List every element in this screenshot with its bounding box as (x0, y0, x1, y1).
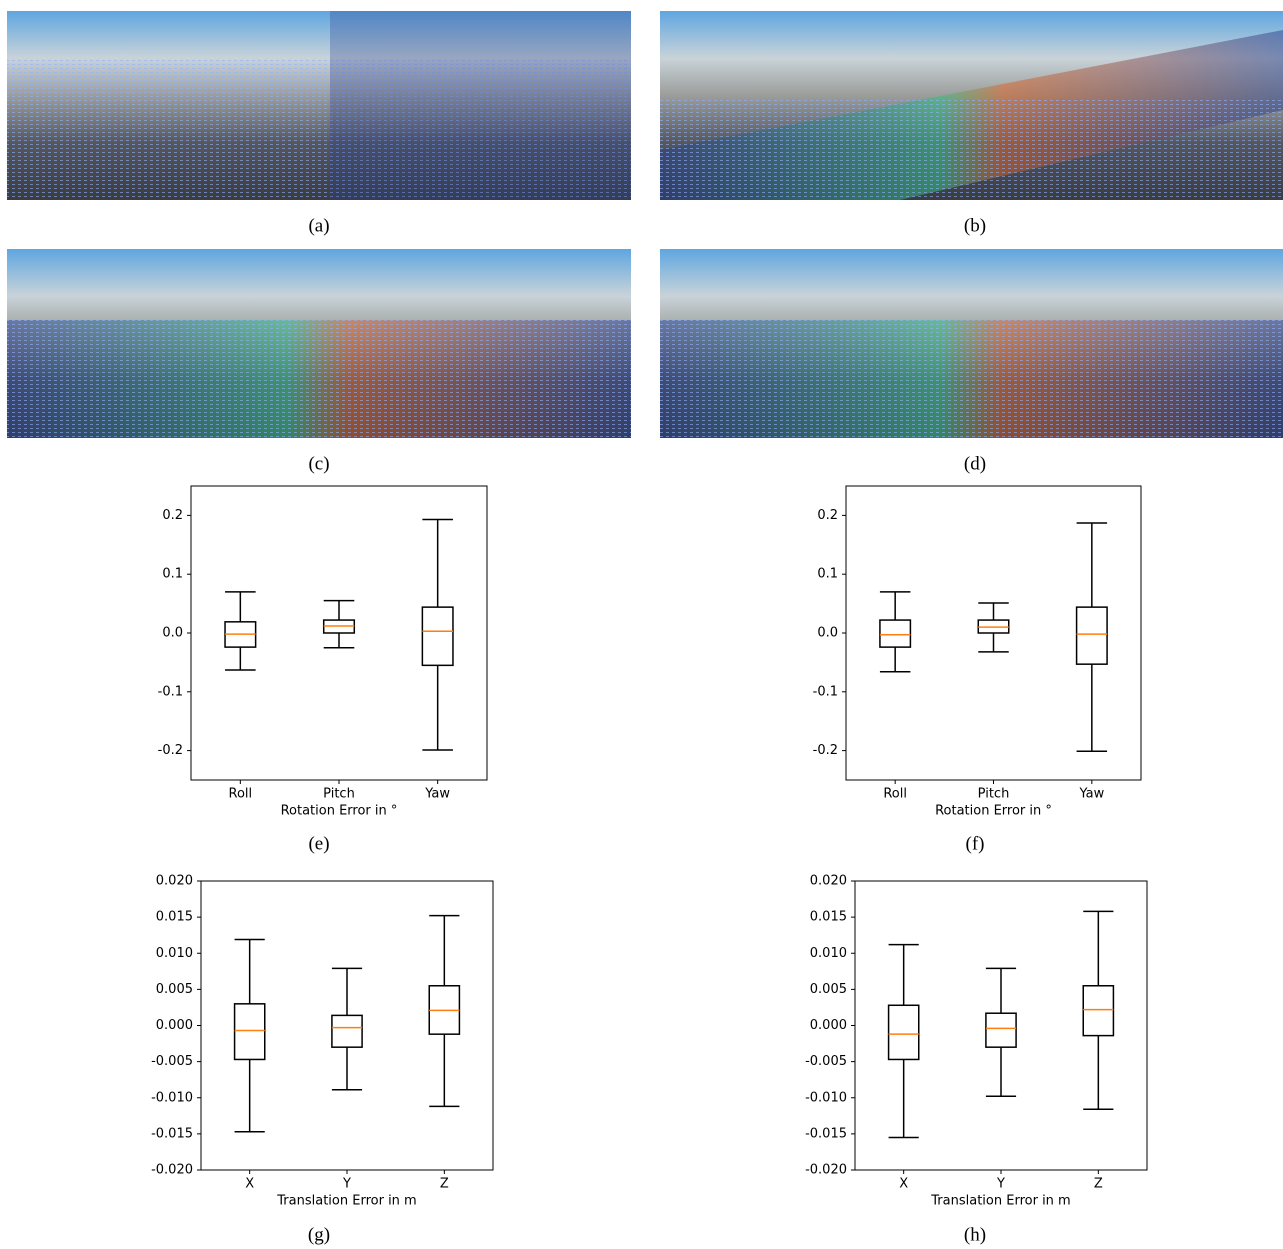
y-tick-label: 0.000 (156, 1018, 193, 1033)
y-tick-label: -0.1 (158, 684, 183, 699)
box (1082, 985, 1115, 1037)
photo-a (7, 11, 631, 200)
y-tick-label: 0.010 (156, 946, 193, 961)
x-tick-label: Roll (229, 787, 253, 802)
photo-b (660, 11, 1283, 200)
y-tick-label: -0.015 (805, 1126, 847, 1141)
y-tick-label: -0.010 (805, 1090, 847, 1105)
y-tick-label: 0.015 (810, 910, 847, 925)
plot-frame (854, 880, 1148, 1171)
y-tick-label: -0.020 (805, 1163, 847, 1178)
x-tick-label: Roll (883, 787, 907, 802)
box (331, 1014, 363, 1048)
y-tick-label: 0.020 (156, 874, 193, 889)
box (985, 1012, 1017, 1048)
box (233, 1003, 266, 1061)
y-tick-label: 0.015 (156, 910, 193, 925)
y-tick-label: 0.010 (810, 946, 847, 961)
box (887, 1004, 920, 1061)
box (1075, 606, 1108, 665)
caption: (b) (964, 215, 986, 236)
x-tick-label: Pitch (323, 787, 355, 802)
y-tick-label: -0.2 (813, 743, 838, 758)
box (421, 606, 454, 667)
x-axis-label: Translation Error in m (276, 1194, 416, 1209)
x-tick-label: Z (440, 1177, 449, 1192)
y-tick-label: 0.005 (156, 982, 193, 997)
y-tick-label: 0.020 (810, 874, 847, 889)
x-axis-label: Rotation Error in ° (935, 804, 1052, 819)
y-tick-label: 0.0 (817, 626, 838, 641)
y-tick-label: -0.005 (805, 1054, 847, 1069)
x-tick-label: X (899, 1177, 908, 1192)
y-tick-label: -0.2 (158, 743, 183, 758)
caption: (f) (966, 833, 985, 854)
x-tick-label: Y (996, 1177, 1005, 1192)
photo-d (660, 249, 1283, 438)
x-axis-label: Rotation Error in ° (281, 804, 398, 819)
x-tick-label: Yaw (1078, 787, 1104, 802)
y-tick-label: 0.2 (817, 508, 838, 523)
y-tick-label: 0.1 (817, 567, 838, 582)
caption: (e) (308, 833, 329, 854)
x-tick-label: X (245, 1177, 254, 1192)
y-tick-label: 0.000 (810, 1018, 847, 1033)
x-axis-label: Translation Error in m (930, 1194, 1070, 1209)
y-tick-label: -0.005 (151, 1054, 193, 1069)
photo-c (7, 249, 631, 438)
y-tick-label: 0.2 (162, 508, 183, 523)
box (879, 619, 912, 648)
y-tick-label: 0.0 (162, 626, 183, 641)
y-tick-label: -0.010 (151, 1090, 193, 1105)
caption: (a) (308, 215, 329, 236)
y-tick-label: -0.015 (151, 1126, 193, 1141)
caption: (h) (964, 1224, 986, 1245)
y-tick-label: 0.005 (810, 982, 847, 997)
y-tick-label: 0.1 (162, 567, 183, 582)
plot-frame (200, 880, 494, 1171)
caption: (g) (308, 1224, 330, 1245)
x-tick-label: Pitch (978, 787, 1010, 802)
x-tick-label: Y (342, 1177, 351, 1192)
x-tick-label: Z (1094, 1177, 1103, 1192)
x-tick-label: Yaw (424, 787, 450, 802)
y-tick-label: -0.020 (151, 1163, 193, 1178)
caption: (d) (964, 453, 986, 474)
y-tick-label: -0.1 (813, 684, 838, 699)
caption: (c) (308, 453, 329, 474)
